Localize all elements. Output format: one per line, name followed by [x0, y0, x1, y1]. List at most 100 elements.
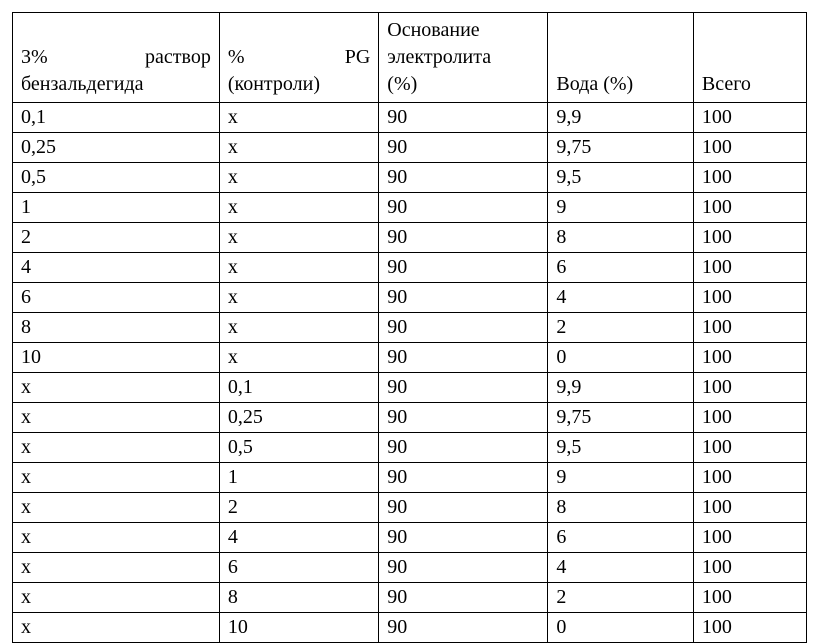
table-cell: x	[219, 343, 378, 373]
table-cell: 90	[379, 523, 548, 553]
table-cell: x	[219, 133, 378, 163]
table-cell: x	[219, 223, 378, 253]
table-row: 0,1x909,9100	[13, 103, 807, 133]
table-cell: 100	[693, 613, 806, 643]
table-cell: 4	[548, 283, 693, 313]
table-cell: x	[219, 253, 378, 283]
table-cell: 9,9	[548, 103, 693, 133]
table-cell: 9,75	[548, 403, 693, 433]
table-cell: x	[13, 613, 220, 643]
table-row: x6904100	[13, 553, 807, 583]
table-row: 0,25x909,75100	[13, 133, 807, 163]
table-cell: 90	[379, 193, 548, 223]
table-cell: 100	[693, 433, 806, 463]
table-cell: 6	[548, 523, 693, 553]
table-row: 10x900100	[13, 343, 807, 373]
table-cell: 0,1	[13, 103, 220, 133]
table-row: x1909100	[13, 463, 807, 493]
table-cell: 90	[379, 133, 548, 163]
table-cell: 100	[693, 463, 806, 493]
table-cell: 2	[548, 313, 693, 343]
table-cell: 100	[693, 403, 806, 433]
table-cell: 9,5	[548, 433, 693, 463]
table-cell: x	[219, 283, 378, 313]
table-row: x10900100	[13, 613, 807, 643]
table-row: x0,25909,75100	[13, 403, 807, 433]
table-cell: x	[219, 103, 378, 133]
table-row: x4906100	[13, 523, 807, 553]
table-cell: 0,25	[13, 133, 220, 163]
table-cell: 6	[13, 283, 220, 313]
table-cell: x	[13, 403, 220, 433]
table-cell: 100	[693, 133, 806, 163]
table-row: x0,5909,5100	[13, 433, 807, 463]
column-header-5: Всего	[693, 13, 806, 103]
table-cell: 100	[693, 313, 806, 343]
table-header-row: 3% раствор бензальдегида % PG (контроли)…	[13, 13, 807, 103]
table-cell: 0	[548, 613, 693, 643]
table-cell: x	[13, 493, 220, 523]
table-cell: 9,75	[548, 133, 693, 163]
table-cell: 0,25	[219, 403, 378, 433]
column-header-1: 3% раствор бензальдегида	[13, 13, 220, 103]
table-cell: x	[13, 373, 220, 403]
table-row: 0,5x909,5100	[13, 163, 807, 193]
table-cell: 9,9	[548, 373, 693, 403]
table-cell: 9	[548, 193, 693, 223]
table-cell: 90	[379, 283, 548, 313]
table-cell: 100	[693, 373, 806, 403]
table-cell: 4	[219, 523, 378, 553]
table-cell: 2	[548, 583, 693, 613]
table-cell: 0	[548, 343, 693, 373]
table-cell: 100	[693, 583, 806, 613]
table-cell: 0,1	[219, 373, 378, 403]
data-table: 3% раствор бензальдегида % PG (контроли)…	[12, 12, 807, 643]
table-cell: x	[219, 163, 378, 193]
table-cell: 2	[219, 493, 378, 523]
table-cell: 90	[379, 493, 548, 523]
table-cell: 100	[693, 343, 806, 373]
table-cell: 90	[379, 313, 548, 343]
table-cell: 8	[13, 313, 220, 343]
table-cell: 6	[219, 553, 378, 583]
table-cell: 100	[693, 493, 806, 523]
column-header-2: % PG (контроли)	[219, 13, 378, 103]
table-cell: 90	[379, 343, 548, 373]
table-cell: 90	[379, 223, 548, 253]
table-body: 0,1x909,91000,25x909,751000,5x909,51001x…	[13, 103, 807, 643]
table-row: x8902100	[13, 583, 807, 613]
table-cell: 100	[693, 253, 806, 283]
table-cell: 0,5	[219, 433, 378, 463]
table-cell: 90	[379, 373, 548, 403]
table-cell: 6	[548, 253, 693, 283]
table-cell: 4	[13, 253, 220, 283]
table-cell: 100	[693, 223, 806, 253]
table-cell: 90	[379, 463, 548, 493]
column-header-4: Вода (%)	[548, 13, 693, 103]
table-row: 1x909100	[13, 193, 807, 223]
table-cell: 90	[379, 103, 548, 133]
table-row: x2908100	[13, 493, 807, 523]
table-row: x0,1909,9100	[13, 373, 807, 403]
table-cell: 10	[219, 613, 378, 643]
table-cell: 10	[13, 343, 220, 373]
table-cell: 90	[379, 553, 548, 583]
table-cell: 100	[693, 163, 806, 193]
table-cell: 90	[379, 583, 548, 613]
table-row: 4x906100	[13, 253, 807, 283]
table-cell: 90	[379, 253, 548, 283]
table-cell: 90	[379, 403, 548, 433]
table-cell: x	[13, 463, 220, 493]
table-cell: 9,5	[548, 163, 693, 193]
table-cell: 90	[379, 613, 548, 643]
table-cell: 2	[13, 223, 220, 253]
table-cell: 100	[693, 283, 806, 313]
table-cell: 0,5	[13, 163, 220, 193]
table-cell: 1	[219, 463, 378, 493]
table-row: 8x902100	[13, 313, 807, 343]
table-cell: 100	[693, 193, 806, 223]
table-cell: x	[13, 583, 220, 613]
table-cell: 8	[219, 583, 378, 613]
table-cell: x	[13, 553, 220, 583]
table-cell: 100	[693, 103, 806, 133]
